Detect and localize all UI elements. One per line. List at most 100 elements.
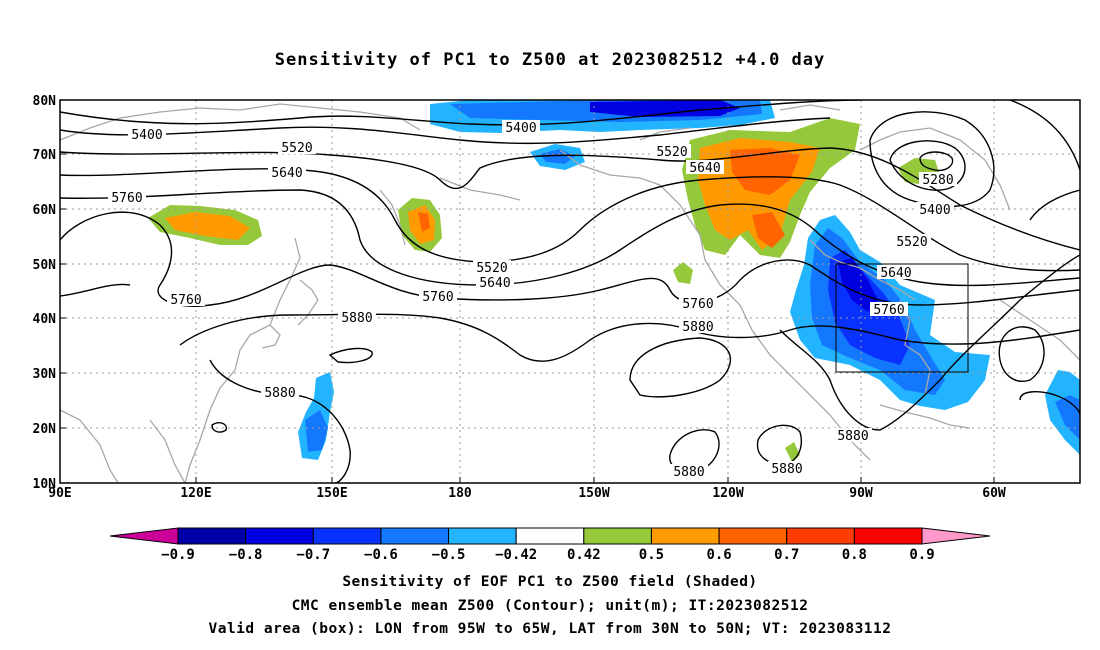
colorbar-label: 0.8 [842,547,867,563]
colorbar-label: −0.7 [296,547,330,563]
contour-label: 5880 [341,311,372,326]
colorbar-label: 0.9 [909,547,934,563]
contour-label: 5880 [682,320,713,335]
colorbar-label: 0.42 [567,547,601,563]
contour-label-bg [476,275,514,289]
contour-label-bg [108,190,146,204]
lat-label-10n: 10N [33,477,57,492]
contour-label: 5760 [111,191,142,206]
contour-label-bg [679,296,717,310]
lon-label-180: 180 [448,486,472,501]
shade-positive-canada-red2 [752,212,785,248]
contour-label: 5880 [264,386,295,401]
lat-label-80n: 80N [33,94,57,109]
shade-negative-arctic-core [590,100,740,117]
contour-label: 5640 [271,166,302,181]
lon-label-150w: 150W [578,486,609,501]
lon-label-120e: 120E [180,486,211,501]
shade-positive-siberia-inner [165,212,250,240]
colorbar-swatch [718,527,788,545]
contour-label: 5520 [476,261,507,276]
colorbar-swatch [583,527,652,545]
contour-label-bg [834,428,872,442]
caption-line-3: Valid area (box): LON from 95W to 65W, L… [208,621,892,637]
shade-positive-kamchatka-core [418,212,430,232]
contour-label: 5520 [281,141,312,156]
axis-ticks [59,99,995,484]
colorbar-label: −0.6 [364,547,398,563]
colorbar: −0.9 −0.8 −0.7 −0.6 −0.5 −0.42 0.42 0.5 0.6 0.7 0.… [109,527,991,563]
contour-label-bg [686,160,724,174]
colorbar-swatch [786,527,855,545]
colorbar-label: −0.9 [161,547,195,563]
contour-label: 5640 [689,161,720,176]
contour-label-bg [877,265,915,279]
colorbar-swatch [177,527,247,545]
contour-label-bg [893,234,931,248]
contour-label-bg [167,292,205,306]
contour-label-bg [502,120,540,134]
contour-label: 5760 [422,290,453,305]
contour-label: 5880 [771,462,802,477]
contour-label: 5880 [673,465,704,480]
colorbar-low-extend [109,527,179,545]
coastlines [60,103,1080,483]
valid-area-box [835,263,969,373]
contour-label: 5520 [656,145,687,160]
contour-label-bg [768,461,806,475]
contour-label-bg [870,302,908,316]
contour-label: 5400 [505,121,536,136]
map-title: Sensitivity of PC1 to Z500 at 2023082512… [274,50,826,70]
contour-label: 5760 [873,303,904,318]
lat-lon-grid [60,100,1080,483]
lon-label-90w: 90W [849,486,873,501]
lat-label-50n: 50N [33,258,57,273]
contour-label-bg [278,140,316,154]
contour-label: 5760 [682,297,713,312]
contour-label-bg [128,127,166,141]
longitude-labels: 90E 120E 150E 180 150W 120W 90W 60W [48,486,1006,501]
contour-label-bg [653,144,691,158]
lat-label-60n: 60N [33,203,57,218]
lon-label-120w: 120W [712,486,743,501]
colorbar-swatch [650,527,720,545]
contour-label-bg [670,464,708,478]
contour-label-bg [419,289,457,303]
lat-label-20n: 20N [33,422,57,437]
contour-label-bg [916,202,954,216]
contour-label-bg [268,165,306,179]
lat-label-40n: 40N [33,312,57,327]
colorbar-high-extend [921,527,991,545]
colorbar-label: 0.6 [706,547,731,563]
contour-label: 5400 [919,203,950,218]
lon-label-150e: 150E [316,486,347,501]
shade-negative-wpacific-inner [305,410,328,452]
colorbar-swatch [380,527,450,545]
contour-label: 5640 [880,266,911,281]
colorbar-swatch [312,527,382,545]
contour-label: 5520 [896,235,927,250]
lon-label-60w: 60W [982,486,1006,501]
contour-label-bg [261,385,299,399]
colorbar-label: 0.5 [639,547,664,563]
colorbar-swatch [515,527,585,545]
lon-label-90e: 90E [48,486,71,501]
contour-label-bg [679,319,717,333]
contour-label: 5640 [479,276,510,291]
latitude-labels: 80N 70N 60N 50N 40N 30N 20N 10N [33,94,57,492]
contour-label-bg [473,260,511,274]
colorbar-label: −0.42 [495,547,537,563]
colorbar-swatch [245,527,314,545]
shade-negative-small-inner [540,149,575,164]
colorbar-swatch [448,527,517,545]
shade-positive-small2 [785,442,800,462]
lat-label-70n: 70N [33,148,57,163]
colorbar-label: 0.7 [774,547,799,563]
shade-positive-small1 [673,262,693,284]
colorbar-label: −0.5 [432,547,466,563]
caption-line-2: CMC ensemble mean Z500 (Contour); unit(m… [291,598,809,614]
contour-label: 5400 [131,128,162,143]
contour-label: 5880 [837,429,868,444]
